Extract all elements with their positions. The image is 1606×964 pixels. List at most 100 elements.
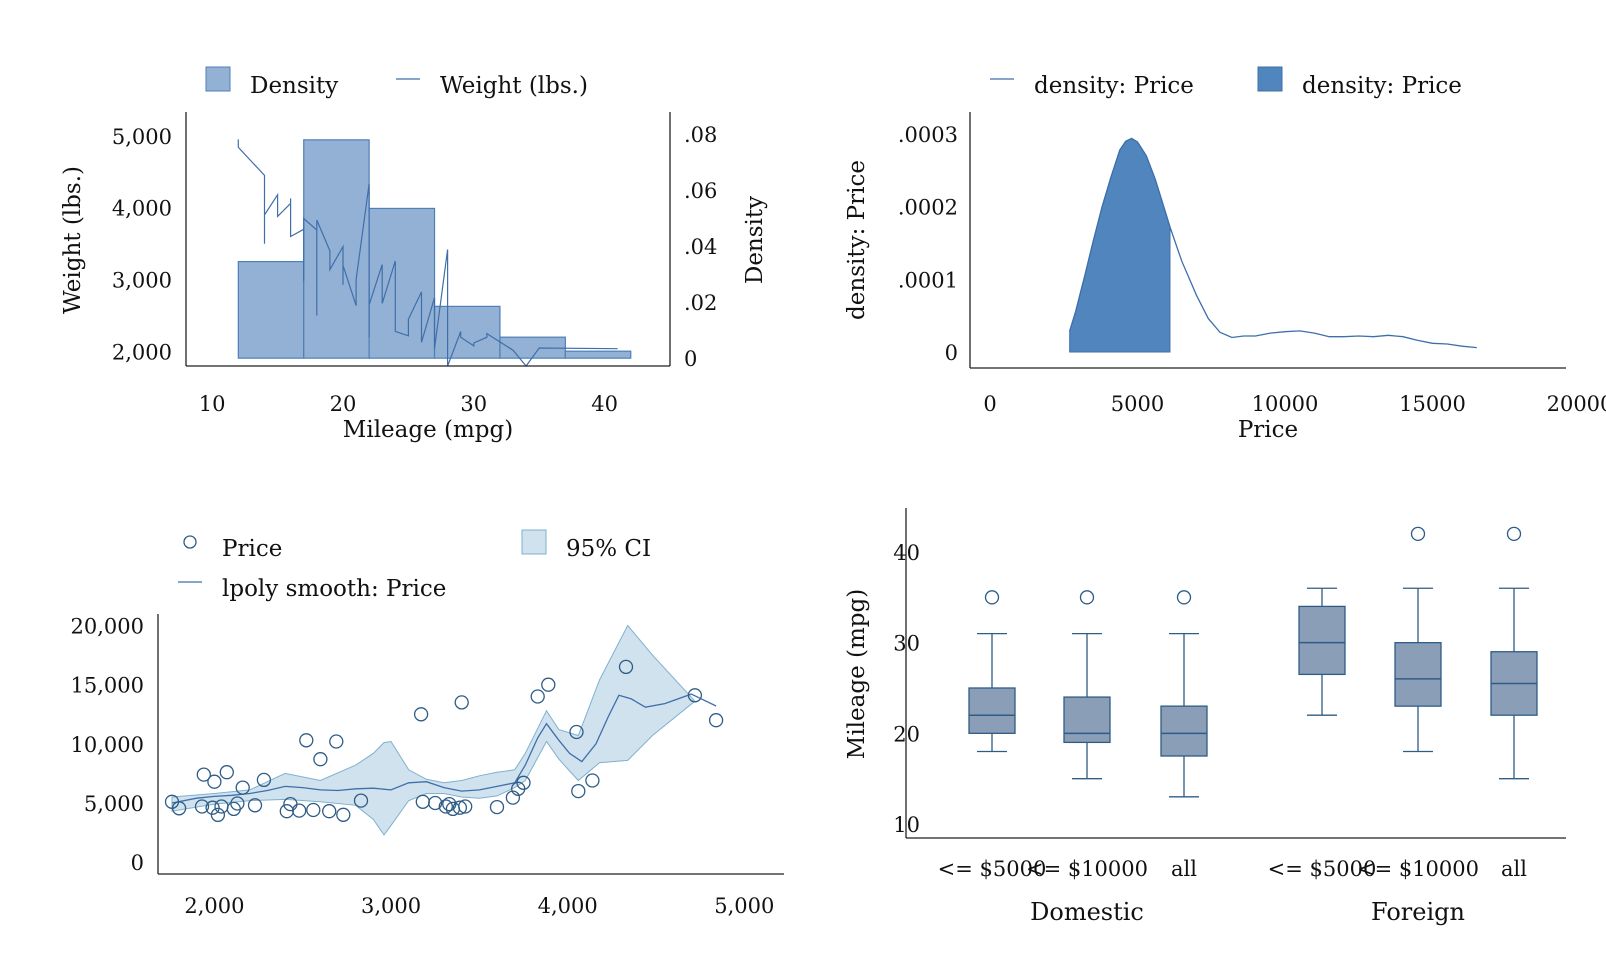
- y2-tick-label: .06: [684, 179, 717, 203]
- density-shaded-area: [1069, 137, 1171, 353]
- price-point: [336, 807, 351, 822]
- x-tick-label: 5000: [1111, 392, 1164, 416]
- legend-label-density-area: density: Price: [1302, 73, 1462, 99]
- legend: density: Price density: Price: [990, 66, 1462, 99]
- x-axis-title: Mileage (mpg): [343, 417, 513, 443]
- y-axis-title: Mileage (mpg): [844, 589, 870, 759]
- density-line: [1069, 137, 1477, 349]
- price-point: [256, 772, 272, 788]
- box-0-1: [1063, 590, 1111, 780]
- y-tick-label: .0003: [898, 123, 958, 147]
- price-point: [171, 801, 187, 816]
- x-tick-label: 3,000: [361, 894, 421, 918]
- plot-area: [237, 139, 632, 367]
- box-label: all: [1501, 857, 1527, 881]
- group-labels: Domestic Foreign: [1030, 898, 1465, 926]
- y2-tick-labels: 0 .02 .04 .06 .08: [684, 123, 717, 371]
- box-label: <= $10000: [1357, 857, 1479, 881]
- y-tick-labels: 0 .0001 .0002 .0003: [898, 123, 958, 365]
- price-point: [329, 734, 344, 749]
- box-1-0: [1298, 587, 1346, 716]
- x-tick-labels: 2,000 3,000 4,000 5,000: [184, 894, 774, 918]
- price-point: [413, 707, 429, 722]
- outlier-point: [1079, 590, 1095, 605]
- price-point: [454, 695, 469, 710]
- y-tick-label: 10: [893, 813, 920, 837]
- price-point: [207, 774, 222, 789]
- price-point: [306, 802, 321, 818]
- price-point: [442, 796, 457, 812]
- box-label: <= $5000: [938, 857, 1047, 881]
- outlier-point: [1410, 526, 1426, 542]
- box-1-2: [1490, 526, 1538, 780]
- y2-tick-label: 0: [684, 347, 697, 371]
- box-0-2: [1160, 590, 1208, 798]
- y-tick-label: 5,000: [84, 792, 144, 816]
- x-tick-label: 5,000: [714, 894, 774, 918]
- hist-bar-2: [303, 139, 370, 359]
- y-tick-label: .0001: [898, 268, 958, 292]
- y-tick-label: 2,000: [112, 341, 172, 365]
- y-tick-label: 20,000: [71, 615, 144, 639]
- series-line-weight: [237, 139, 618, 367]
- hist-bar-6: [564, 350, 632, 359]
- price-point: [516, 775, 531, 790]
- group-label: Domestic: [1030, 898, 1144, 926]
- price-point: [452, 800, 468, 815]
- box-labels: <= $5000<= $10000 all <= $5000<= $10000 all: [938, 857, 1528, 881]
- y-tick-labels: 2,000 3,000 4,000 5,000: [112, 125, 172, 365]
- price-point: [292, 803, 307, 818]
- price-point: [210, 807, 226, 823]
- lpoly-line: [171, 693, 717, 804]
- legend: Price 95% CI lpoly smooth: Price: [178, 529, 651, 602]
- legend-label-density: Density: [250, 73, 338, 99]
- ci-band: [171, 624, 696, 836]
- x-tick-label: 40: [591, 392, 618, 416]
- box-iqr: [1394, 642, 1442, 707]
- price-point: [428, 795, 443, 811]
- box-iqr: [1063, 696, 1111, 744]
- legend-label-ci: 95% CI: [566, 536, 651, 562]
- price-point: [541, 677, 556, 692]
- price-point: [205, 800, 220, 815]
- y-tick-label: .0002: [898, 196, 958, 220]
- price-point: [569, 724, 584, 740]
- x-tick-label: 10000: [1252, 392, 1319, 416]
- price-point: [571, 783, 586, 799]
- legend-swatch-price: [183, 535, 197, 549]
- y-tick-label: 30: [893, 632, 920, 656]
- price-point: [299, 733, 314, 748]
- price-point: [687, 688, 703, 703]
- x-tick-label: 15000: [1399, 392, 1466, 416]
- box-label: all: [1171, 857, 1197, 881]
- y-tick-label: 40: [893, 541, 920, 565]
- price-point: [618, 659, 634, 675]
- y-tick-labels: 10 20 30 40: [893, 541, 920, 837]
- box-iqr: [968, 687, 1016, 734]
- price-point: [708, 713, 724, 728]
- price-point: [279, 804, 294, 819]
- price-point: [415, 794, 430, 809]
- y-tick-label: 20: [893, 722, 920, 746]
- hist-bar-4: [433, 305, 501, 359]
- x-tick-label: 4,000: [538, 894, 598, 918]
- lpoly-price-panel: Price 95% CI lpoly smooth: Price 0 5,000 1…: [71, 529, 784, 918]
- x-tick-label: 10: [199, 392, 226, 416]
- box-1-1: [1394, 526, 1442, 753]
- price-point: [322, 804, 337, 819]
- price-point: [438, 799, 453, 814]
- x-tick-label: 20000: [1547, 392, 1606, 416]
- outlier-point: [1176, 590, 1192, 605]
- x-tick-label: 30: [460, 392, 487, 416]
- y-tick-label: 10,000: [71, 733, 144, 757]
- legend-label-density-line: density: Price: [1034, 73, 1194, 99]
- legend-label-weight: Weight (lbs.): [440, 73, 588, 99]
- hist-bar-3: [368, 207, 436, 359]
- price-points: [164, 659, 724, 823]
- plot-area: [164, 624, 724, 836]
- legend: Density Weight (lbs.): [205, 66, 588, 99]
- y2-tick-label: .08: [684, 123, 717, 147]
- box-label: <= $10000: [1026, 857, 1148, 881]
